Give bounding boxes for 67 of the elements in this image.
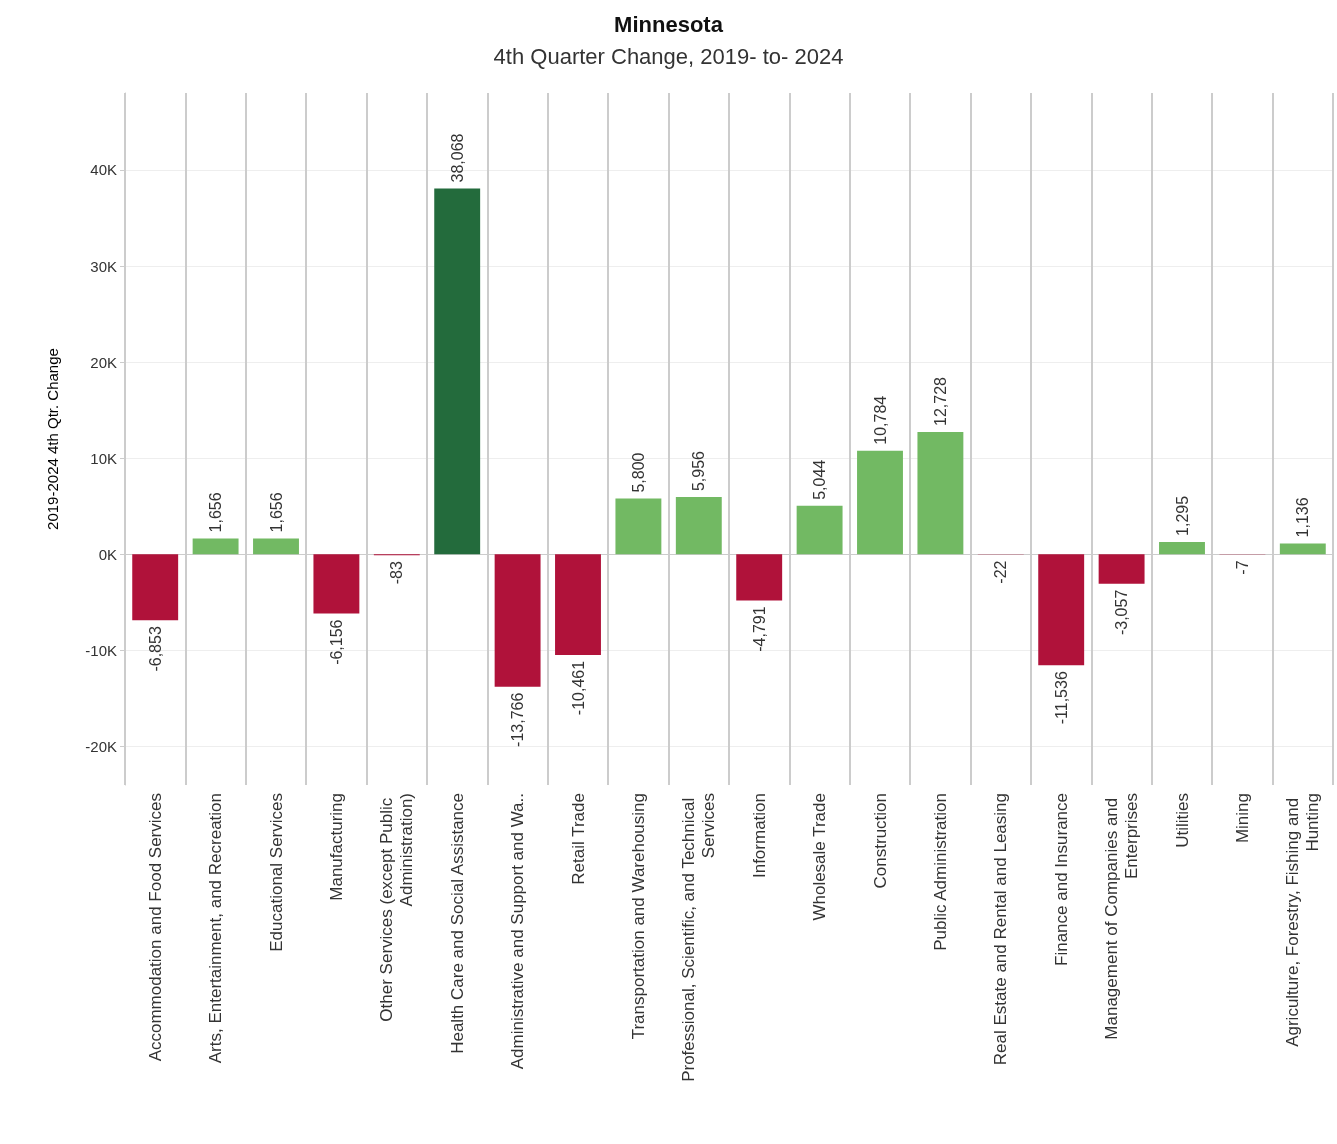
data-label: -6,156	[327, 619, 345, 665]
x-tick-label: Educational Services	[266, 793, 286, 952]
data-label: -11,536	[1052, 671, 1070, 725]
x-tick-label: Construction	[870, 793, 890, 889]
data-label: 38,068	[448, 133, 466, 183]
bar	[675, 497, 722, 555]
bar	[253, 538, 299, 555]
y-tick-label: 10K	[90, 449, 117, 467]
data-label: 10,784	[871, 395, 889, 445]
x-tick-label: Information	[749, 793, 769, 879]
data-label: 12,728	[931, 376, 949, 426]
data-label: -6,853	[146, 626, 164, 672]
data-label: -22	[992, 560, 1010, 584]
bar	[1279, 543, 1326, 555]
y-tick-label: 20K	[90, 353, 117, 371]
data-label: 5,956	[690, 450, 708, 492]
chart-subtitle: 4th Quarter Change, 2019- to- 2024	[493, 43, 844, 69]
x-tick-label: Transportation and Warehousing	[628, 793, 648, 1040]
y-tick-label: 40K	[90, 161, 117, 179]
x-tick-label: Finance and Insurance	[1051, 793, 1071, 966]
data-label: 5,800	[629, 452, 647, 493]
bar	[434, 188, 481, 555]
x-tick-label: Public Administration	[930, 793, 950, 951]
x-tick-label: Arts, Entertainment, and Recreation	[206, 793, 226, 1064]
bar	[917, 432, 964, 555]
x-tick-label: Administrative and Support and Wa..	[508, 793, 528, 1070]
x-tick-label: Wholesale Trade	[810, 793, 830, 921]
bar	[857, 450, 903, 555]
y-tick-label: -10K	[85, 641, 117, 659]
bar	[192, 538, 239, 555]
bar	[1038, 554, 1085, 666]
data-label: -4,791	[750, 606, 768, 652]
x-tick-label: Manufacturing	[326, 793, 346, 901]
bar	[736, 554, 783, 601]
y-tick-label: 30K	[90, 257, 117, 275]
data-label: 1,295	[1173, 495, 1191, 536]
bar	[615, 498, 662, 555]
x-tick-label: Other Services (except Public Administration)	[377, 793, 417, 1022]
data-label: 1,136	[1294, 497, 1312, 538]
data-label: -83	[388, 561, 406, 585]
y-tick-label: -20K	[85, 738, 117, 756]
data-label: 5,044	[811, 459, 829, 500]
y-tick-label: 0K	[98, 545, 117, 563]
data-label: 1,656	[267, 492, 285, 533]
x-tick-label: Real Estate and Rental and Leasing	[991, 793, 1011, 1066]
data-label: -3,057	[1113, 589, 1131, 636]
data-label: 1,656	[207, 492, 225, 533]
bar	[796, 505, 843, 555]
x-tick-label: Management of Companies and Enterprises	[1102, 793, 1142, 1040]
data-label: -7	[1233, 560, 1251, 575]
bar	[555, 554, 601, 655]
x-tick-label: Professional, Scientific, and Technical Services	[679, 793, 719, 1082]
chart-title: Minnesota	[614, 11, 724, 37]
bar	[494, 554, 541, 687]
x-tick-label: Utilities	[1172, 793, 1192, 848]
x-tick-label: Mining	[1232, 793, 1252, 844]
data-label: -13,766	[509, 692, 527, 747]
x-tick-label: Retail Trade	[568, 793, 588, 885]
x-tick-label: Health Care and Social Assistance	[447, 793, 467, 1054]
bar	[1159, 541, 1205, 555]
x-tick-label: Accommodation and Food Services	[145, 793, 165, 1062]
x-tick-label: Agriculture, Forestry, Fishing and Hunting	[1283, 793, 1323, 1047]
bar	[1098, 554, 1145, 584]
bar	[313, 554, 360, 614]
y-axis-title: 2019-2024 4th Qtr. Change	[44, 348, 61, 530]
data-label: -10,461	[569, 660, 587, 716]
bar	[132, 554, 179, 621]
